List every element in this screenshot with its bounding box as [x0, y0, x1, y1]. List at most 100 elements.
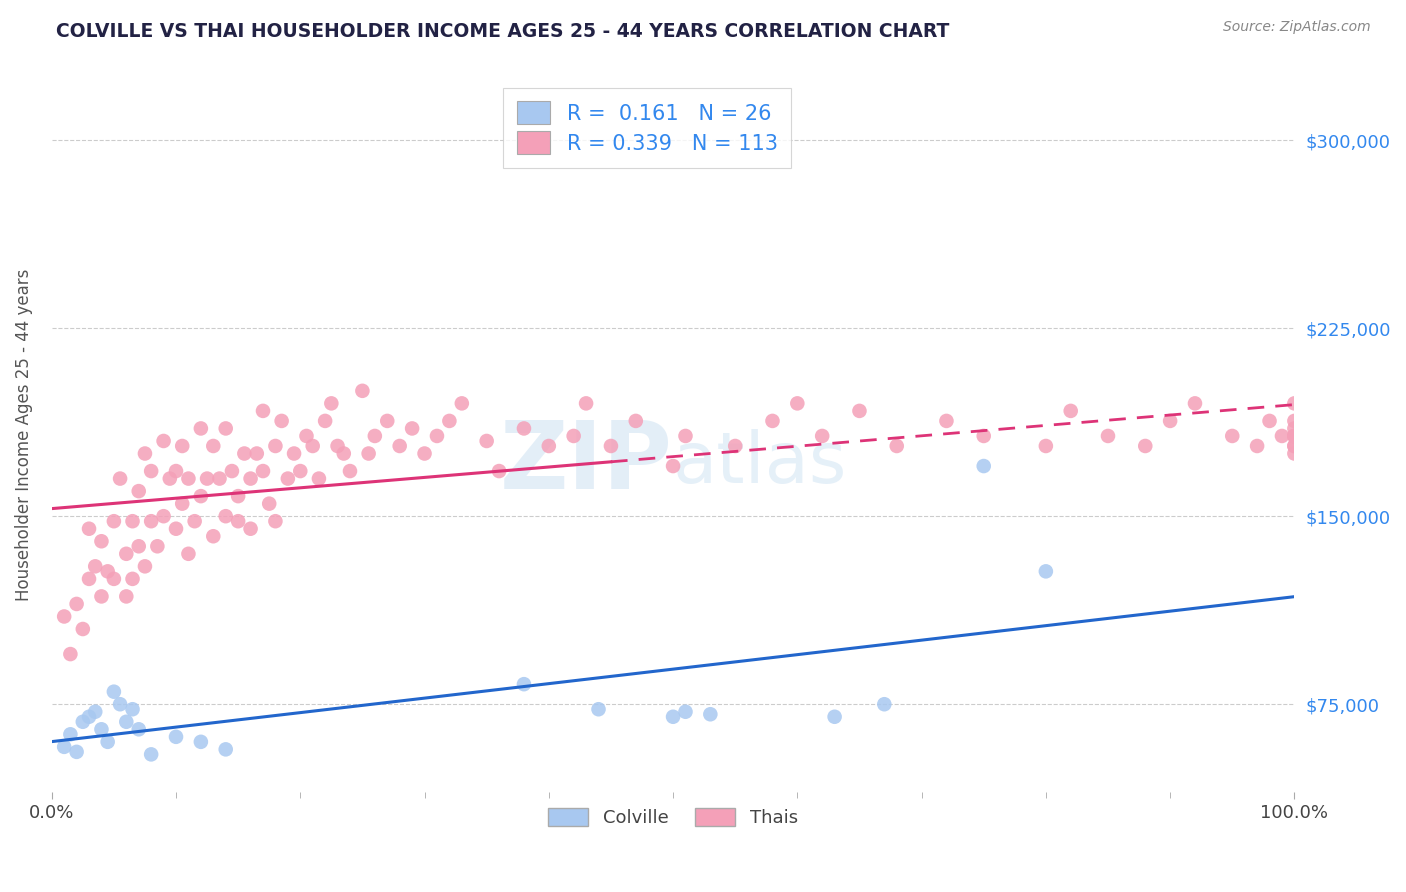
Point	[886, 439, 908, 453]
Point	[301, 439, 323, 453]
Point	[662, 710, 685, 724]
Point	[141, 514, 163, 528]
Point	[72, 622, 94, 636]
Point	[1284, 439, 1306, 453]
Point	[277, 472, 299, 486]
Point	[115, 547, 138, 561]
Point	[128, 539, 150, 553]
Point	[761, 414, 783, 428]
Point	[388, 439, 411, 453]
Point	[339, 464, 361, 478]
Point	[215, 421, 238, 435]
Point	[401, 421, 423, 435]
Point	[90, 590, 112, 604]
Point	[221, 464, 243, 478]
Point	[152, 434, 174, 448]
Point	[537, 439, 560, 453]
Point	[1284, 446, 1306, 460]
Point	[352, 384, 374, 398]
Point	[973, 458, 995, 473]
Point	[786, 396, 808, 410]
Point	[314, 414, 336, 428]
Point	[364, 429, 387, 443]
Point	[326, 439, 349, 453]
Point	[624, 414, 647, 428]
Point	[190, 735, 212, 749]
Point	[513, 421, 536, 435]
Point	[257, 497, 280, 511]
Point	[848, 404, 870, 418]
Point	[1284, 396, 1306, 410]
Point	[202, 529, 225, 543]
Point	[1284, 439, 1306, 453]
Point	[295, 429, 318, 443]
Point	[190, 489, 212, 503]
Point	[128, 723, 150, 737]
Point	[165, 522, 187, 536]
Point	[246, 446, 269, 460]
Point	[321, 396, 343, 410]
Point	[72, 714, 94, 729]
Point	[1284, 421, 1306, 435]
Text: Source: ZipAtlas.com: Source: ZipAtlas.com	[1223, 20, 1371, 34]
Point	[724, 439, 747, 453]
Text: COLVILLE VS THAI HOUSEHOLDER INCOME AGES 25 - 44 YEARS CORRELATION CHART: COLVILLE VS THAI HOUSEHOLDER INCOME AGES…	[56, 22, 949, 41]
Y-axis label: Householder Income Ages 25 - 44 years: Householder Income Ages 25 - 44 years	[15, 268, 32, 601]
Point	[1271, 429, 1294, 443]
Point	[134, 446, 156, 460]
Point	[226, 489, 249, 503]
Point	[588, 702, 610, 716]
Point	[141, 464, 163, 478]
Point	[264, 439, 287, 453]
Point	[675, 429, 697, 443]
Point	[699, 707, 721, 722]
Point	[1284, 414, 1306, 428]
Point	[172, 497, 194, 511]
Point	[562, 429, 585, 443]
Point	[108, 697, 131, 711]
Point	[239, 522, 262, 536]
Point	[1035, 565, 1057, 579]
Point	[97, 735, 120, 749]
Point	[172, 439, 194, 453]
Point	[333, 446, 356, 460]
Point	[270, 414, 292, 428]
Point	[77, 572, 100, 586]
Point	[488, 464, 510, 478]
Point	[208, 472, 231, 486]
Point	[824, 710, 846, 724]
Point	[439, 414, 461, 428]
Point	[413, 446, 436, 460]
Point	[450, 396, 472, 410]
Point	[675, 705, 697, 719]
Point	[1220, 429, 1243, 443]
Point	[873, 697, 896, 711]
Point	[1097, 429, 1119, 443]
Point	[264, 514, 287, 528]
Point	[134, 559, 156, 574]
Point	[77, 522, 100, 536]
Point	[1135, 439, 1157, 453]
Point	[84, 559, 107, 574]
Point	[1284, 429, 1306, 443]
Point	[426, 429, 449, 443]
Point	[1258, 414, 1281, 428]
Point	[115, 714, 138, 729]
Point	[252, 464, 274, 478]
Point	[53, 739, 76, 754]
Point	[53, 609, 76, 624]
Point	[973, 429, 995, 443]
Point	[115, 590, 138, 604]
Point	[475, 434, 498, 448]
Point	[1159, 414, 1181, 428]
Point	[152, 509, 174, 524]
Legend: Colville, Thais: Colville, Thais	[541, 801, 806, 834]
Point	[233, 446, 256, 460]
Point	[177, 547, 200, 561]
Point	[935, 414, 957, 428]
Point	[103, 514, 125, 528]
Point	[239, 472, 262, 486]
Point	[290, 464, 312, 478]
Point	[283, 446, 305, 460]
Point	[1060, 404, 1083, 418]
